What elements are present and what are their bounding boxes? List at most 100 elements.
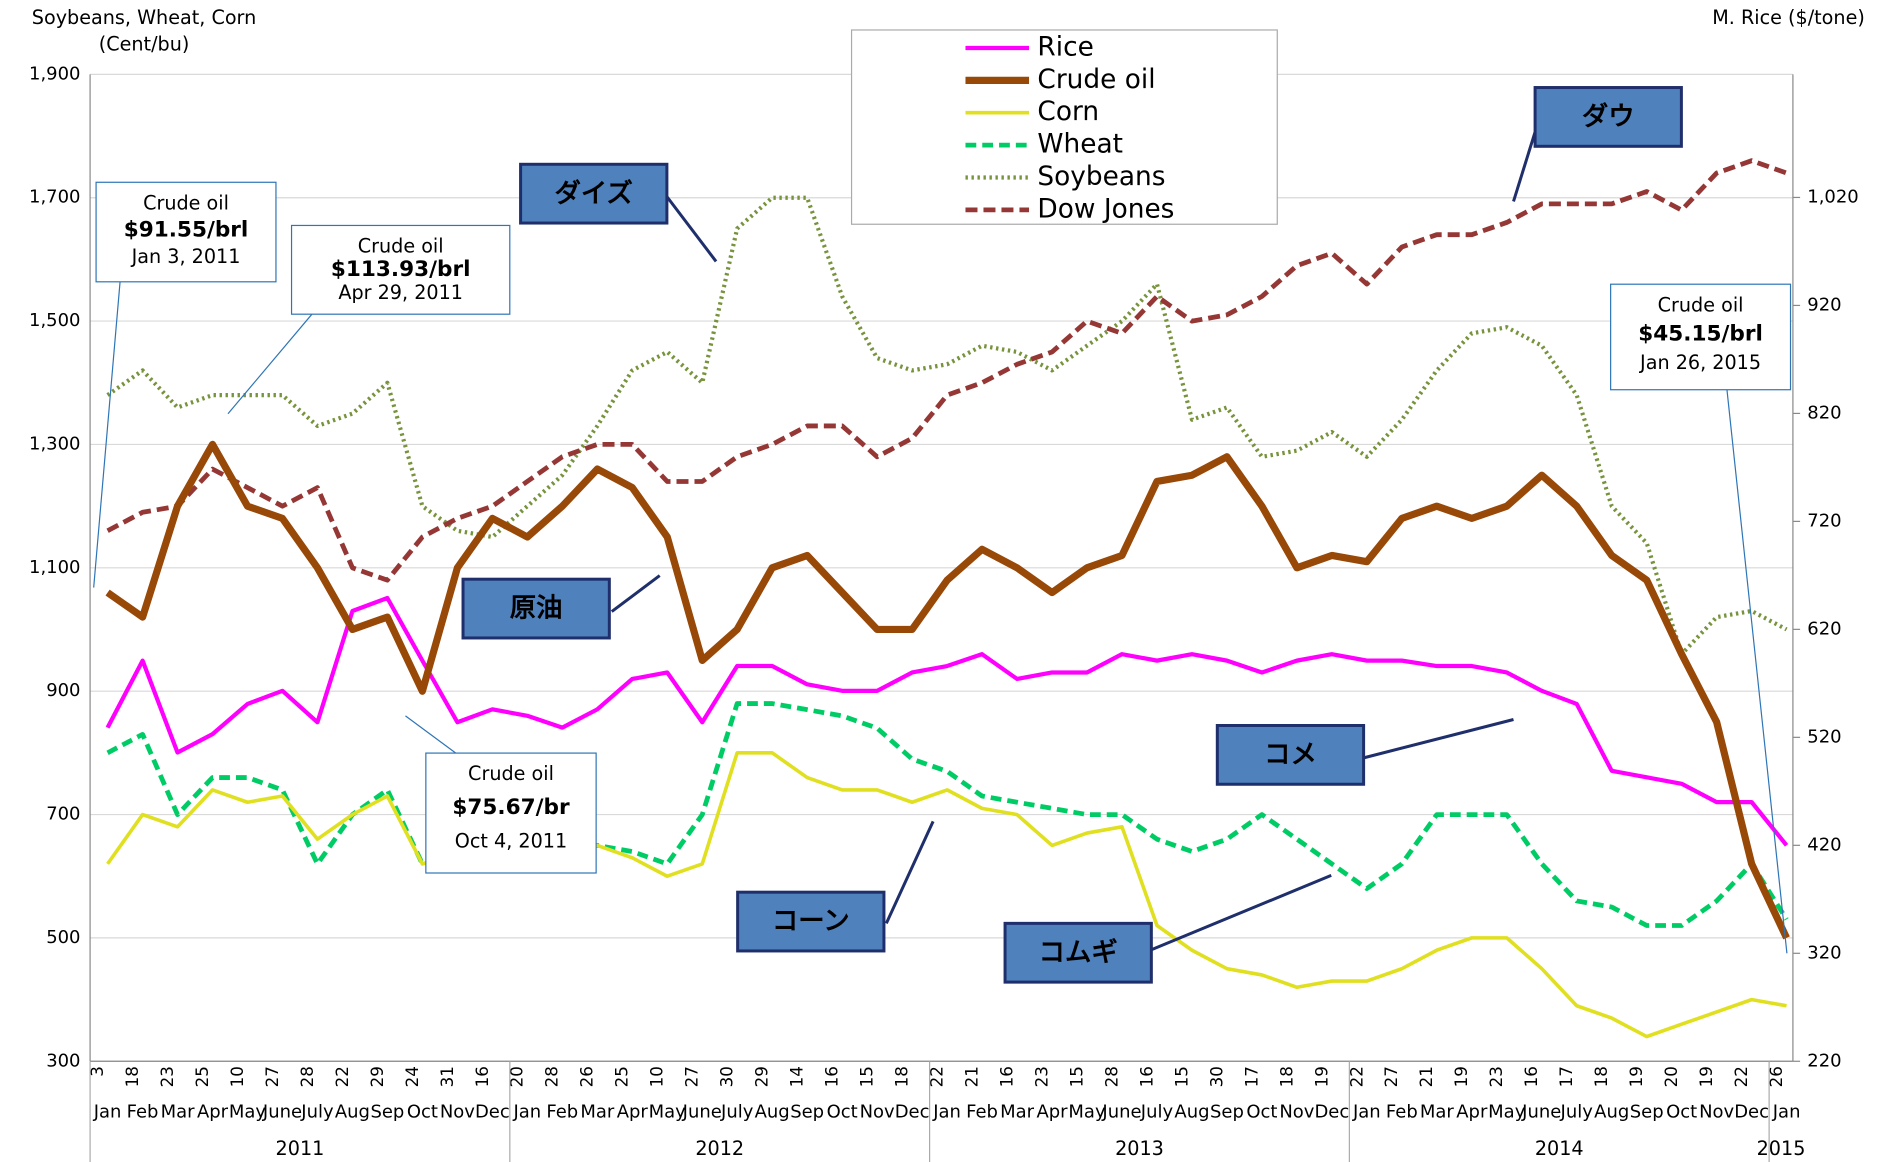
month-label: Oct — [1666, 1102, 1697, 1123]
day-label: 20 — [1661, 1066, 1681, 1087]
day-label: 16 — [1521, 1066, 1541, 1087]
month-label: Mar — [161, 1102, 196, 1123]
year-label: 2012 — [695, 1137, 744, 1160]
month-label: Nov — [440, 1102, 475, 1123]
day-label: 30 — [717, 1066, 737, 1087]
legend-label: Crude oil — [1037, 65, 1155, 95]
series-line — [106, 195, 1788, 657]
y2-tick-label: 720 — [1807, 510, 1841, 531]
day-label: 19 — [1696, 1066, 1716, 1087]
day-label: 22 — [332, 1066, 352, 1087]
day-label: 19 — [1311, 1066, 1331, 1087]
month-label: Aug — [335, 1102, 370, 1123]
label-pointer — [1150, 874, 1332, 952]
callout-text: $91.55/brl — [124, 218, 249, 243]
day-label: 22 — [1731, 1066, 1751, 1087]
month-label: June — [262, 1102, 302, 1123]
day-label: 29 — [367, 1066, 387, 1087]
y2-tick-label: 820 — [1807, 402, 1841, 423]
callout-pointer — [93, 281, 121, 588]
month-label: Jan — [93, 1102, 122, 1123]
month-label: July — [300, 1102, 334, 1123]
year-label: 2011 — [276, 1137, 325, 1160]
day-label: 22 — [926, 1066, 946, 1087]
month-label: June — [1521, 1102, 1561, 1123]
y-tick-label: 900 — [46, 680, 80, 701]
series-line — [105, 440, 1790, 940]
month-label: Sep — [370, 1102, 404, 1123]
day-label: 25 — [192, 1066, 212, 1087]
callout-text: Crude oil — [143, 191, 229, 214]
month-label: Sep — [1210, 1102, 1244, 1123]
month-label: May — [649, 1102, 687, 1123]
legend-label: Corn — [1037, 97, 1099, 127]
y2-tick-label: 920 — [1807, 294, 1841, 315]
day-label: 18 — [1591, 1066, 1611, 1087]
day-label: 10 — [647, 1066, 667, 1087]
y-tick-label: 1,300 — [29, 433, 80, 454]
callout-pointer — [405, 715, 457, 754]
month-label: Sep — [1630, 1102, 1664, 1123]
y-tick-label: 300 — [46, 1050, 80, 1071]
day-label: 22 — [1346, 1066, 1366, 1087]
legend-box — [850, 29, 1278, 225]
month-label: July — [1140, 1102, 1174, 1123]
series-line — [106, 701, 1789, 928]
month-label: May — [1488, 1102, 1526, 1123]
month-label: Dec — [895, 1102, 930, 1123]
callout-pointer — [227, 313, 313, 415]
year-label: 2014 — [1535, 1137, 1584, 1160]
series-line — [106, 158, 1788, 583]
day-label: 16 — [1136, 1066, 1156, 1087]
label-text: 原油 — [510, 594, 563, 624]
day-label: 28 — [297, 1066, 317, 1087]
month-label: Dec — [1314, 1102, 1349, 1123]
y2-axis-title: M. Rice ($/tone) — [1712, 6, 1865, 29]
day-label: 26 — [577, 1066, 597, 1087]
month-label: Jan — [512, 1102, 541, 1123]
legend-label: Wheat — [1037, 130, 1123, 160]
month-label: May — [229, 1102, 267, 1123]
month-label: Dec — [1734, 1102, 1769, 1123]
y-tick-label: 1,700 — [29, 187, 80, 208]
month-label: Feb — [1386, 1102, 1418, 1123]
callout-box — [1610, 283, 1792, 391]
y2-tick-label: 420 — [1807, 834, 1841, 855]
callout-text: $75.67/br — [452, 795, 570, 820]
month-label: Mar — [580, 1102, 615, 1123]
y-axis-title: Soybeans, Wheat, Corn — [32, 6, 256, 29]
month-label: Mar — [1000, 1102, 1035, 1123]
series-line — [105, 595, 1789, 847]
y-axis-title: (Cent/bu) — [99, 32, 190, 55]
label-text: ダイズ — [555, 178, 633, 209]
month-label: June — [682, 1102, 722, 1123]
day-label: 16 — [472, 1066, 492, 1087]
callout-text: Crude oil — [468, 762, 554, 785]
day-label: 16 — [996, 1066, 1016, 1087]
month-label: Nov — [1699, 1102, 1734, 1123]
callout-text: Jan 26, 2015 — [1639, 351, 1761, 374]
day-label: 15 — [1066, 1066, 1086, 1087]
day-label: 24 — [402, 1066, 422, 1087]
day-label: 29 — [752, 1066, 772, 1087]
month-label: Nov — [1279, 1102, 1314, 1123]
day-label: 20 — [507, 1066, 527, 1087]
month-label: Aug — [1174, 1102, 1209, 1123]
legend-label: Soybeans — [1037, 162, 1165, 192]
label-pointer — [1363, 718, 1514, 760]
year-label: 2013 — [1115, 1137, 1164, 1160]
label-text: コメ — [1264, 740, 1317, 770]
day-label: 16 — [822, 1066, 842, 1087]
month-label: Jan — [932, 1102, 961, 1123]
day-label: 17 — [1241, 1066, 1261, 1087]
label-pointer — [884, 820, 935, 924]
y2-tick-label: 1,020 — [1807, 186, 1858, 207]
day-label: 15 — [857, 1066, 877, 1087]
label-pointer — [662, 190, 718, 263]
y2-tick-label: 220 — [1807, 1050, 1841, 1071]
y2-tick-label: 520 — [1807, 726, 1841, 747]
month-label: Apr — [617, 1102, 649, 1123]
day-label: 18 — [1276, 1066, 1296, 1087]
legend-label: Dow Jones — [1037, 194, 1174, 224]
